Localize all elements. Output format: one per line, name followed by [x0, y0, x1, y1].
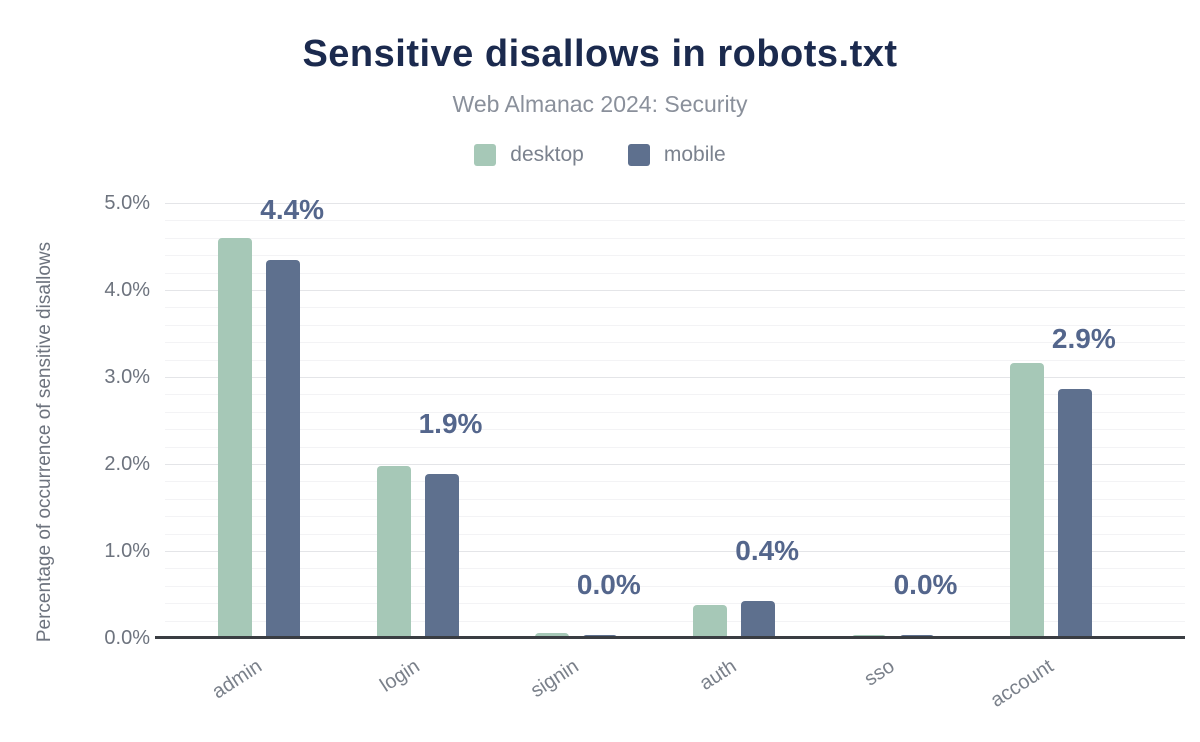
y-tick-label: 1.0% — [104, 540, 150, 562]
legend-item-mobile[interactable]: mobile — [627, 143, 726, 167]
bar-mobile-admin[interactable] — [266, 260, 301, 638]
minor-gridline — [165, 429, 1185, 431]
major-gridline — [165, 290, 1185, 291]
minor-gridline — [165, 255, 1185, 257]
x-axis-label: signin — [526, 655, 583, 703]
major-gridline — [165, 203, 1185, 204]
x-axis-label: sso — [860, 655, 899, 691]
bar-desktop-signin[interactable] — [534, 633, 569, 638]
bar-mobile-login[interactable] — [424, 474, 459, 638]
bar-desktop-admin[interactable] — [218, 238, 253, 638]
y-axis-title: Percentage of occurrence of sensitive di… — [34, 241, 55, 643]
bar-mobile-account[interactable] — [1057, 389, 1092, 638]
minor-gridline — [165, 411, 1185, 413]
chart-title: Sensitive disallows in robots.txt — [302, 33, 898, 75]
x-axis-line — [155, 636, 1185, 639]
bar-desktop-auth[interactable] — [693, 605, 728, 638]
minor-gridline — [165, 481, 1185, 483]
x-axis-label: account — [986, 655, 1058, 712]
bar-mobile-auth[interactable] — [741, 601, 776, 638]
minor-gridline — [165, 620, 1185, 622]
minor-gridline — [165, 516, 1185, 518]
minor-gridline — [165, 237, 1185, 239]
legend-swatch-mobile — [627, 144, 650, 166]
legend-swatch-desktop — [474, 144, 497, 166]
bar-value-label: 0.4% — [735, 535, 800, 566]
minor-gridline — [165, 220, 1185, 222]
minor-gridline — [165, 568, 1185, 570]
y-tick-label: 4.0% — [104, 279, 150, 301]
minor-gridline — [165, 585, 1185, 587]
major-gridline — [165, 551, 1185, 552]
legend-label: desktop — [510, 143, 584, 166]
major-gridline — [165, 377, 1185, 378]
bar-desktop-login[interactable] — [376, 466, 411, 638]
minor-gridline — [165, 324, 1185, 326]
y-tick-label: 3.0% — [104, 366, 150, 388]
minor-gridline — [165, 603, 1185, 605]
legend-label: mobile — [663, 143, 726, 166]
bar-value-label: 0.0% — [893, 569, 958, 600]
major-gridline — [165, 464, 1185, 465]
minor-gridline — [165, 359, 1185, 361]
legend-item-desktop[interactable]: desktop — [474, 143, 584, 167]
y-tick-label: 0.0% — [104, 627, 150, 649]
minor-gridline — [165, 307, 1185, 309]
minor-gridline — [165, 498, 1185, 500]
y-tick-label: 5.0% — [104, 192, 150, 214]
x-axis-label: login — [376, 655, 424, 697]
minor-gridline — [165, 533, 1185, 535]
bar-value-label: 0.0% — [576, 569, 641, 600]
x-axis-label: auth — [695, 655, 741, 695]
minor-gridline — [165, 342, 1185, 344]
bar-desktop-account[interactable] — [1009, 363, 1044, 638]
minor-gridline — [165, 446, 1185, 448]
y-tick-label: 2.0% — [104, 453, 150, 475]
minor-gridline — [165, 272, 1185, 274]
legend: desktop mobile — [0, 143, 1200, 167]
bar-value-label: 1.9% — [418, 408, 483, 439]
bar-value-label: 2.9% — [1051, 323, 1116, 354]
x-axis-label: admin — [207, 655, 266, 704]
minor-gridline — [165, 394, 1185, 396]
bar-value-label: 4.4% — [260, 194, 325, 225]
chart-subtitle: Web Almanac 2024: Security — [452, 91, 748, 117]
